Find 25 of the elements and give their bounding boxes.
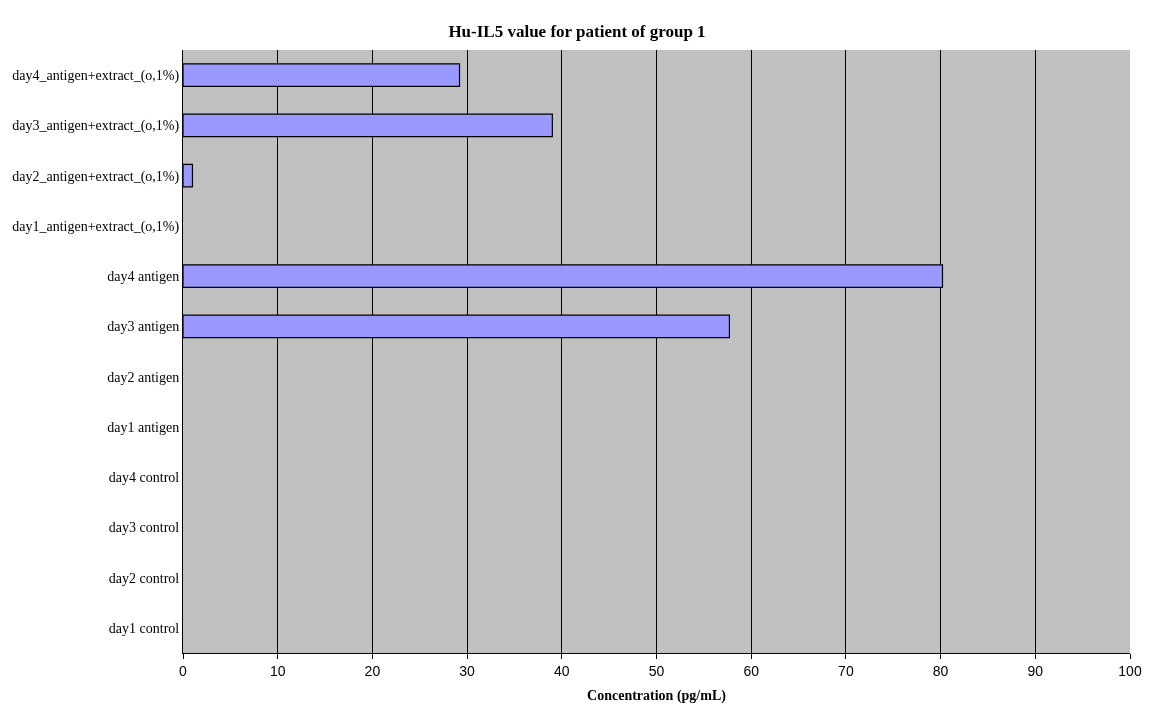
x-tick-label: 90 <box>1027 662 1044 679</box>
y-tick-label: day4_antigen+extract_(o,1%) <box>12 68 180 85</box>
y-tick-label: day2_antigen+extract_(o,1%) <box>12 168 180 185</box>
x-tick-label: 40 <box>554 662 570 679</box>
x-tick-label: 70 <box>838 662 854 679</box>
y-tick-label: day2 antigen <box>107 369 180 385</box>
x-tick-label: 80 <box>932 662 949 679</box>
x-axis-title: Concentration (pg/mL) <box>587 688 727 705</box>
y-tick-label: day4 antigen <box>107 269 180 285</box>
chart-title: Hu-IL5 value for patient of group 1 <box>448 21 706 41</box>
y-tick-label: day2 control <box>108 570 180 586</box>
x-tick-label: 10 <box>269 662 286 679</box>
y-tick-label: day1 control <box>108 620 180 636</box>
x-tick-label: 0 <box>179 662 188 679</box>
x-tick-label: 100 <box>1118 662 1142 679</box>
x-tick-label: 30 <box>459 662 476 679</box>
y-tick-label: day3 control <box>108 520 180 536</box>
y-tick-label: day3 antigen <box>107 319 180 335</box>
y-tick-label: day1_antigen+extract_(o,1%) <box>12 218 180 235</box>
x-tick-label: 50 <box>648 662 665 679</box>
x-tick-label: 60 <box>743 662 760 679</box>
x-tick-label: 20 <box>364 662 381 679</box>
y-tick-label: day1 antigen <box>107 419 180 435</box>
y-tick-label: day3_antigen+extract_(o,1%) <box>12 118 180 135</box>
y-tick-label: day4 control <box>108 470 180 486</box>
